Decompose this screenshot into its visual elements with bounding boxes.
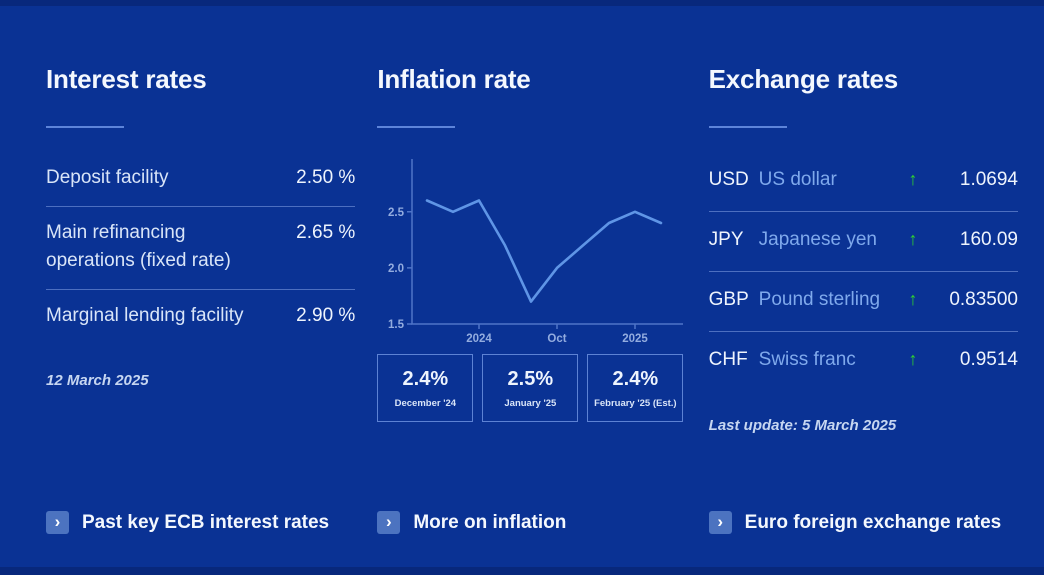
up-arrow-icon: ↑ [908,349,918,369]
up-arrow-icon: ↑ [908,169,918,189]
fx-currency-link[interactable]: Swiss franc [758,349,856,370]
rate-label: Main refinancing operations (fixed rate) [46,222,231,271]
interest-rates-date: 12 March 2025 [46,372,149,389]
rate-row-deposit-facility: Deposit facility 2.50 % [46,152,356,207]
fx-code: GBP [708,289,749,310]
fx-rate-value: 160.09 [959,229,1018,250]
fx-code: JPY [708,229,744,250]
bottom-edge-strip [0,567,1044,575]
x-tick: 2025 [623,324,649,345]
link-label: Euro foreign exchange rates [744,511,1002,533]
inflation-section: Inflation rate 1.5 2.0 2.5 2024 Oct 2025… [377,62,686,422]
top-edge-strip [0,0,1044,6]
title-underline [708,126,787,128]
fx-rate-value: 0.9514 [959,349,1018,370]
fx-row-jpy: JPY Japanese yen ↑ 160.09 [708,212,1018,272]
y-tick: 2.5 [388,207,413,219]
fx-code: CHF [708,349,748,370]
chevron-right-icon: › [377,511,401,534]
up-arrow-icon: ↑ [908,229,918,249]
svg-text:1.5: 1.5 [388,319,405,331]
link-euro-foreign-exchange-rates[interactable]: › Euro foreign exchange rates [708,511,1018,534]
interest-rates-title: Interest rates [46,64,207,94]
exchange-rates-title: Exchange rates [708,64,899,94]
title-underline [377,126,456,128]
rate-row-main-refinancing: Main refinancing operations (fixed rate)… [46,207,356,290]
inflation-box-value: 2.4% [612,367,659,390]
svg-text:2.5: 2.5 [388,207,405,219]
up-arrow-icon: ↑ [908,289,918,309]
inflation-box-january: 2.5% January '25 [482,354,579,422]
rate-value: 2.90 % [296,305,356,326]
title-underline [46,126,124,128]
inflation-chart: 1.5 2.0 2.5 2024 Oct 2025 [377,152,686,354]
rate-label: Marginal lending facility [46,305,244,326]
inflation-stat-boxes: 2.4% December '24 2.5% January '25 2.4% … [377,354,686,422]
inflation-box-label: January '25 [504,397,557,409]
fx-currency-link[interactable]: US dollar [758,169,837,190]
fx-rate-value: 1.0694 [959,169,1018,190]
interest-rates-section: Interest rates Deposit facility 2.50 % M… [46,62,356,389]
x-tick: Oct [548,324,567,345]
link-label: Past key ECB interest rates [82,511,330,533]
y-tick: 2.0 [388,263,413,275]
svg-text:2024: 2024 [467,333,493,345]
inflation-box-label: February '25 (Est.) [594,397,677,409]
inflation-box-february: 2.4% February '25 (Est.) [587,354,684,422]
link-past-key-ecb-interest-rates[interactable]: › Past key ECB interest rates [46,511,355,534]
inflation-box-value: 2.4% [402,367,449,390]
rate-row-marginal-lending: Marginal lending facility 2.90 % [46,290,355,344]
fx-currency-link[interactable]: Pound sterling [758,289,881,310]
rate-value: 2.50 % [296,167,356,188]
rate-value: 2.65 % [296,222,356,243]
fx-row-usd: USD US dollar ↑ 1.0694 [708,152,1018,212]
chevron-right-icon: › [708,511,732,534]
svg-text:Oct: Oct [548,333,567,345]
fx-rate-value: 0.83500 [949,289,1018,310]
x-tick: 2024 [467,324,493,345]
fx-row-gbp: GBP Pound sterling ↑ 0.83500 [708,272,1018,332]
svg-text:2.0: 2.0 [388,263,404,275]
inflation-box-value: 2.5% [507,367,554,390]
inflation-title: Inflation rate [377,64,531,94]
y-tick: 1.5 [388,319,413,331]
fx-last-update: Last update: 5 March 2025 [708,417,897,434]
inflation-box-december: 2.4% December '24 [377,354,474,422]
chevron-right-icon: › [46,511,69,534]
fx-code: USD [708,169,749,190]
fx-row-chf: CHF Swiss franc ↑ 0.9514 [709,332,1018,391]
exchange-rates-section: Exchange rates USD US dollar ↑ 1.0694 JP… [708,62,1018,434]
fx-currency-link[interactable]: Japanese yen [758,229,877,250]
inflation-line [426,199,663,303]
svg-text:2025: 2025 [623,333,649,345]
ecb-key-figures-dashboard: Interest rates Deposit facility 2.50 % M… [0,6,1044,567]
inflation-box-label: December '24 [394,397,457,409]
chart-axes [411,159,684,325]
rate-label: Deposit facility [46,167,169,188]
link-label: More on inflation [413,511,567,533]
link-more-on-inflation[interactable]: › More on inflation [377,511,686,534]
inflation-chart-svg: 1.5 2.0 2.5 2024 Oct 2025 [388,159,684,345]
